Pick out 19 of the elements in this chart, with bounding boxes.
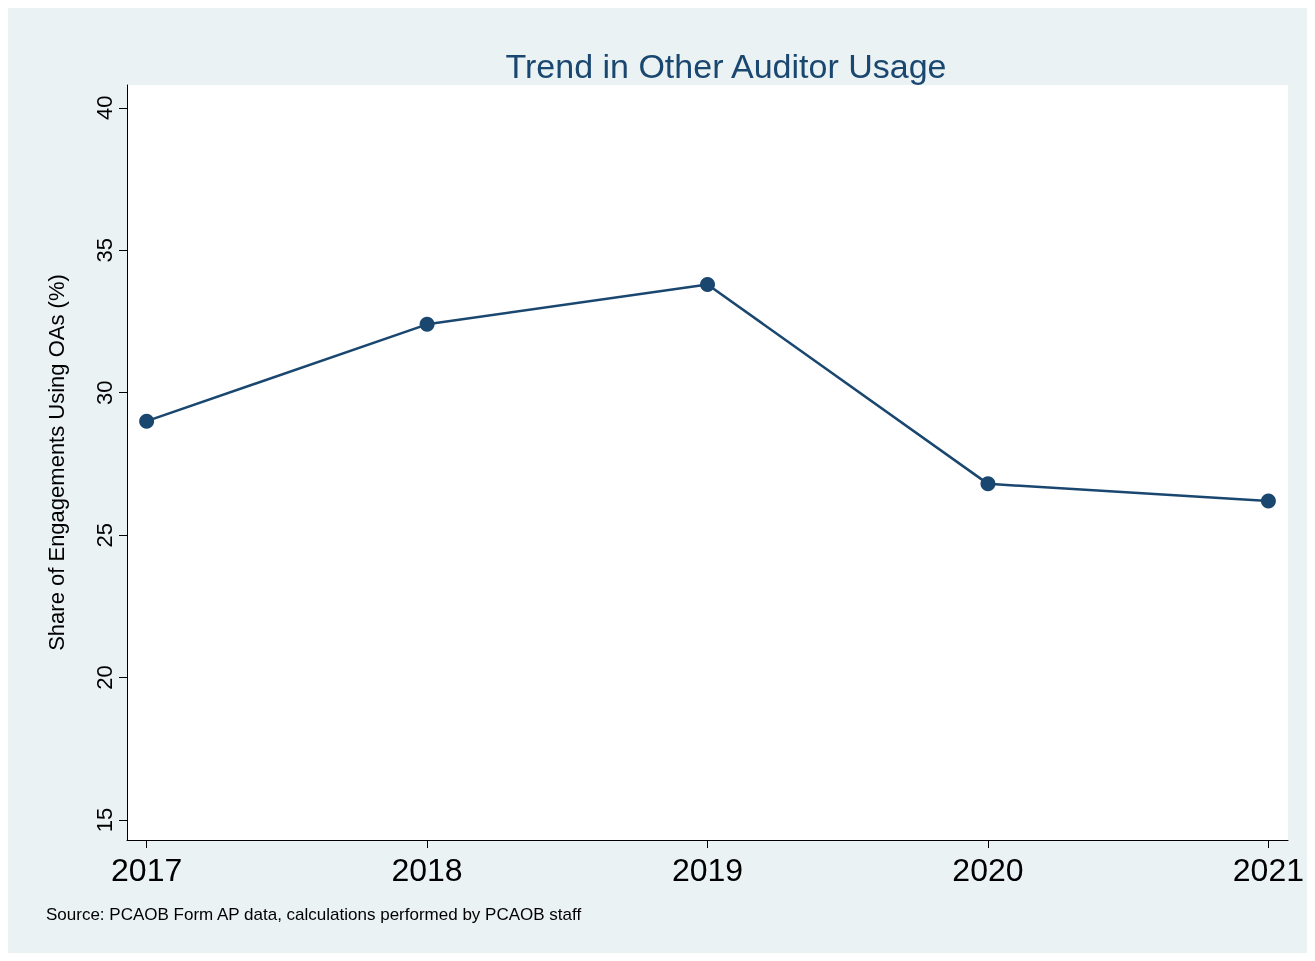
y-tick-label: 35 [91,238,117,263]
x-tick-label: 2019 [671,852,744,888]
point [1260,493,1276,509]
point [700,276,716,292]
x-tick-label: 2018 [391,852,463,888]
source-note: Source: PCAOB Form AP data, calculations performed by PCAOB staff [46,905,582,924]
y-tick-label: 25 [91,522,117,548]
y-tick-label: 20 [91,665,117,690]
point [419,316,435,332]
point [139,413,155,429]
y-axis-title: Share of Engagements Using OAs (%) [43,274,69,651]
y-tick-label: 30 [91,380,117,405]
y-tick-label: 15 [91,807,117,833]
chart-title: Trend in Other Auditor Usage [505,47,947,85]
x-tick-label: 2017 [111,852,183,888]
x-tick-label: 2021 [1232,852,1304,888]
point [980,476,996,492]
x-tick-label: 2020 [952,852,1024,888]
y-tick-label: 40 [91,95,117,121]
